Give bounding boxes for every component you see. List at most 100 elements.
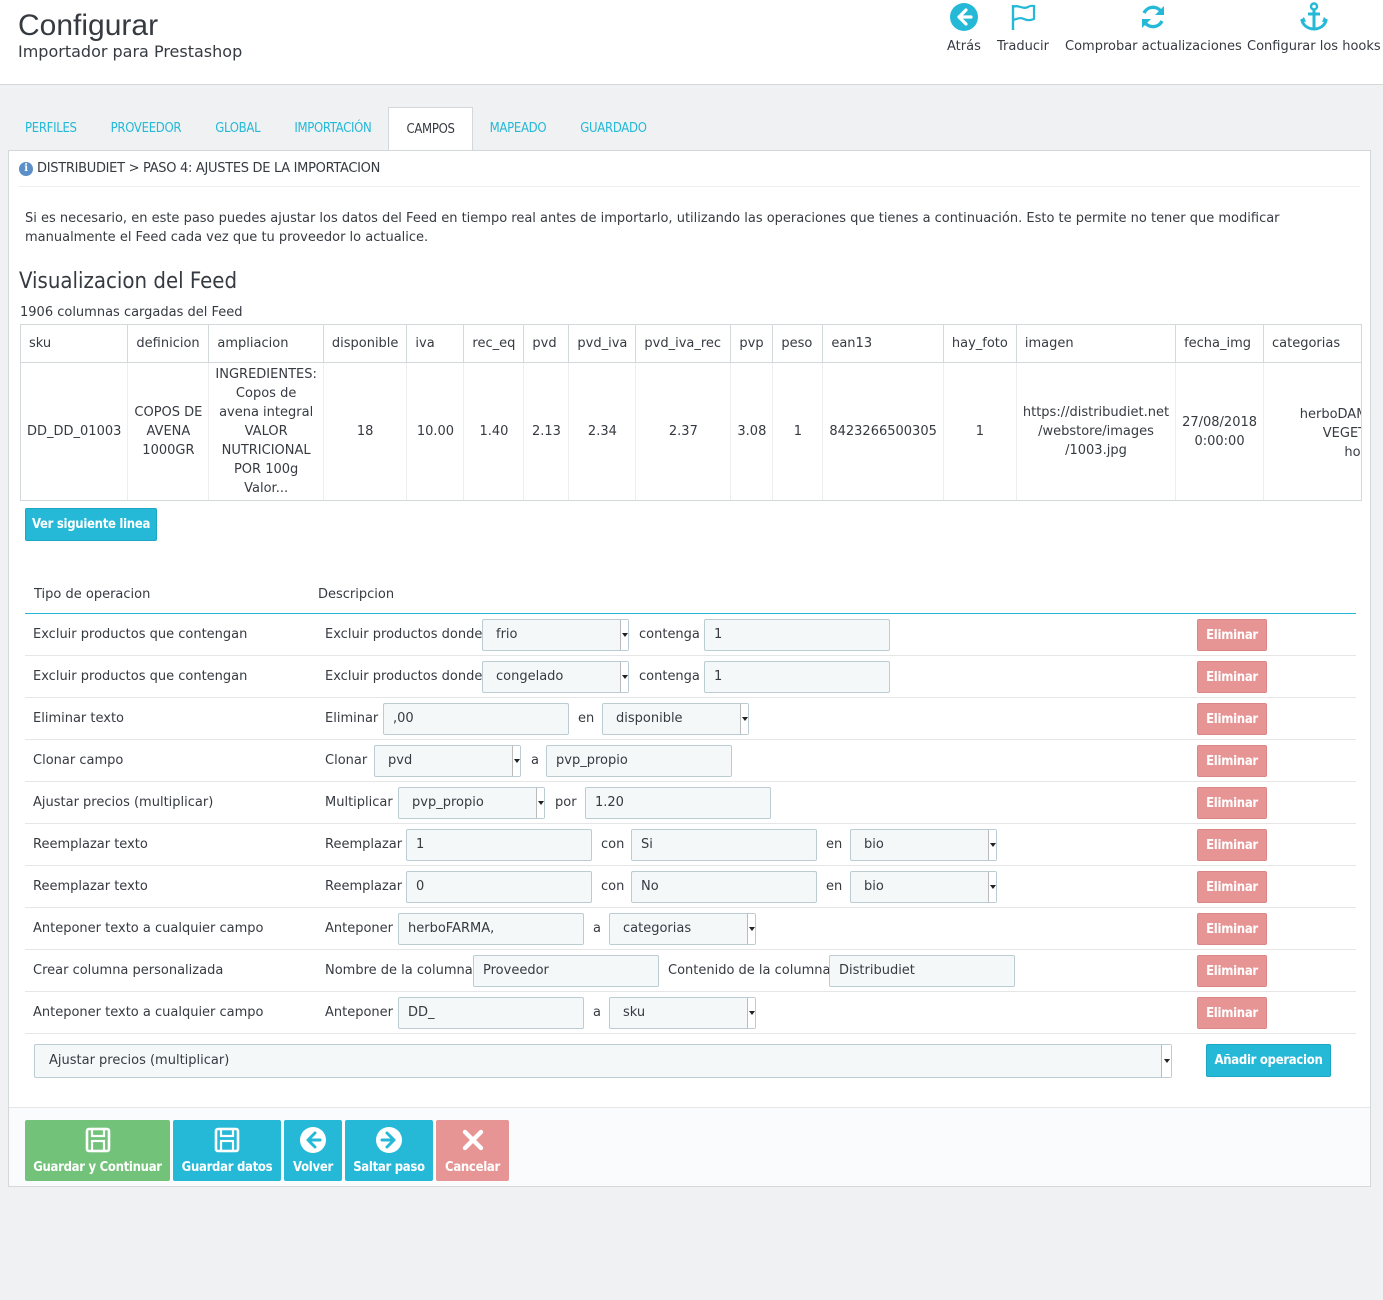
toolbar-back-label: Atrás — [947, 39, 981, 54]
operation-type-label: Anteponer texto a cualquier campo — [33, 1005, 264, 1020]
panel-heading-text: DISTRIBUDIET > PASO 4: AJUSTES DE LA IMP… — [37, 161, 381, 176]
back-button[interactable]: Volver — [284, 1120, 342, 1181]
save-continue-button[interactable]: Guardar y Continuar — [25, 1120, 170, 1181]
feed-cell-pvd: 2.13 — [523, 362, 570, 500]
tab-global[interactable]: GLOBAL — [215, 121, 261, 136]
operation-field-select-value: pvp_propio — [412, 795, 484, 810]
feed-cell-line: Valor... — [244, 481, 289, 497]
operation-field-select[interactable]: disponible — [602, 703, 749, 735]
operation-field-select-value: bio — [864, 837, 884, 852]
delete-operation-button[interactable]: Eliminar — [1197, 829, 1267, 861]
feed-cell-iva: 10.00 — [406, 362, 465, 500]
operation-field-select[interactable]: congelado — [482, 661, 629, 693]
operation-field-select[interactable]: bio — [850, 829, 997, 861]
toolbar-translate-button[interactable]: Traducir — [997, 2, 1049, 62]
operation-field-select[interactable]: pvd — [374, 745, 521, 777]
operation-type-select[interactable]: Ajustar precios (multiplicar) — [34, 1044, 1172, 1078]
chevron-down-icon — [988, 830, 996, 860]
chevron-down-icon — [536, 788, 544, 818]
operation-text-input[interactable]: pvp_propio — [546, 745, 732, 777]
feed-cell-line: AVENA — [146, 424, 191, 440]
feed-cell-fecha-img: 27/08/2018 0:00:00 — [1175, 362, 1265, 500]
delete-operation-button[interactable]: Eliminar — [1197, 871, 1267, 903]
delete-operation-button[interactable]: Eliminar — [1197, 997, 1267, 1029]
operation-text-input[interactable]: Distribudiet — [829, 955, 1015, 987]
feed-cell-line: POR 100g — [233, 462, 299, 478]
save-data-button[interactable]: Guardar datos — [173, 1120, 281, 1181]
arrow-right-circle-icon — [376, 1127, 402, 1153]
operations-header: Tipo de operacion Descripcion — [25, 578, 1356, 614]
toolbar-translate-label: Traducir — [997, 39, 1049, 54]
next-line-button[interactable]: Ver siguiente linea — [25, 508, 157, 541]
operation-field-select[interactable]: bio — [850, 871, 997, 903]
feed-column-imagen: imagen — [1016, 325, 1177, 363]
toolbar-back-button[interactable]: Atrás — [947, 2, 981, 62]
operation-field-select-value: bio — [864, 879, 884, 894]
operation-text-input[interactable]: No — [631, 871, 817, 903]
operations-header-description: Descripcion — [318, 587, 395, 602]
chevron-down-icon — [740, 704, 748, 734]
operation-text-input[interactable]: Si — [631, 829, 817, 861]
operation-text-input[interactable]: DD_ — [398, 997, 584, 1029]
delete-operation-button[interactable]: Eliminar — [1197, 745, 1267, 777]
operation-word: Contenido de la columna — [668, 963, 831, 978]
chevron-down-icon — [620, 620, 628, 650]
operation-text-input[interactable]: Proveedor — [473, 955, 659, 987]
operation-row: Anteponer texto a cualquier campo Antepon… — [25, 908, 1356, 950]
feed-column-pvd-iva: pvd_iva — [568, 325, 637, 363]
feed-cell-line: Copos de — [235, 386, 297, 402]
delete-operation-button[interactable]: Eliminar — [1197, 787, 1267, 819]
panel-heading: i DISTRIBUDIET > PASO 4: AJUSTES DE LA I… — [19, 151, 1360, 187]
tab-guardado[interactable]: GUARDADO — [580, 121, 647, 136]
delete-operation-button[interactable]: Eliminar — [1197, 703, 1267, 735]
operation-text-input[interactable]: 1.20 — [585, 787, 771, 819]
skip-step-button[interactable]: Saltar paso — [345, 1120, 433, 1181]
tab-mapeado[interactable]: MAPEADO — [489, 121, 547, 136]
operation-word: Eliminar — [325, 711, 379, 726]
tab-proveedor[interactable]: PROVEEDOR — [110, 121, 182, 136]
toolbar-hooks-button[interactable]: Configurar los hooks — [1247, 2, 1381, 62]
operation-text-input[interactable]: ,00 — [383, 703, 569, 735]
operation-word: Multiplicar — [325, 795, 393, 810]
operation-text-input[interactable]: 1 — [704, 619, 890, 651]
chevron-down-icon — [747, 914, 755, 944]
operation-type-label: Anteponer texto a cualquier campo — [33, 921, 264, 936]
toolbar-check-updates-button[interactable]: Comprobar actualizaciones — [1065, 2, 1242, 62]
page-title: Configurar — [18, 9, 159, 42]
loaded-columns-text: 1906 columnas cargadas del Feed — [20, 305, 243, 320]
feed-column-peso: peso — [772, 325, 824, 363]
operation-row: Reemplazar texto Reemplazar 0 con No en bio Eli… — [25, 866, 1356, 908]
operation-field-select[interactable]: pvp_propio — [398, 787, 545, 819]
operation-field-select[interactable]: frio — [482, 619, 629, 651]
tab-perfiles[interactable]: PERFILES — [25, 121, 77, 136]
feed-cell-hay-foto: 1 — [943, 362, 1017, 500]
add-operation-button[interactable]: Añadir operacion — [1206, 1044, 1331, 1077]
operation-row: Anteponer texto a cualquier campo Antepon… — [25, 992, 1356, 1034]
feed-cell-line: 27/08/2018 — [1182, 414, 1258, 430]
operation-field-select[interactable]: sku — [609, 997, 756, 1029]
chevron-down-icon — [988, 872, 996, 902]
tab-importacion[interactable]: IMPORTACIÓN — [294, 121, 372, 136]
operation-text-input[interactable]: 1 — [406, 829, 592, 861]
operation-word: a — [593, 921, 601, 936]
refresh-icon — [1142, 5, 1165, 29]
cancel-button[interactable]: Cancelar — [436, 1120, 509, 1181]
operation-field-select[interactable]: categorias — [609, 913, 756, 945]
operation-text-input[interactable]: 1 — [704, 661, 890, 693]
delete-operation-button[interactable]: Eliminar — [1197, 619, 1267, 651]
feed-column-ean13: ean13 — [822, 325, 944, 363]
tab-campos[interactable]: CAMPOS — [388, 107, 473, 151]
delete-operation-button[interactable]: Eliminar — [1197, 661, 1267, 693]
feed-cell-pvd-iva-rec: 2.37 — [635, 362, 732, 500]
delete-operation-button[interactable]: Eliminar — [1197, 913, 1267, 945]
chevron-down-icon — [747, 998, 755, 1028]
delete-operation-button[interactable]: Eliminar — [1197, 955, 1267, 987]
feed-preview-table: sku definicion ampliacion disponible iva rec_… — [20, 324, 1362, 501]
operation-type-label: Excluir productos que contengan — [33, 627, 248, 642]
operation-field-select-value: disponible — [616, 711, 683, 726]
operation-text-input[interactable]: herboFARMA, — [398, 913, 584, 945]
toolbar-check-updates-label: Comprobar actualizaciones — [1065, 39, 1242, 54]
feed-cell-definicion: COPOS DE AVENA 1000GR — [127, 362, 210, 500]
operation-text-input[interactable]: 0 — [406, 871, 592, 903]
operation-word: Excluir productos donde — [325, 627, 483, 642]
